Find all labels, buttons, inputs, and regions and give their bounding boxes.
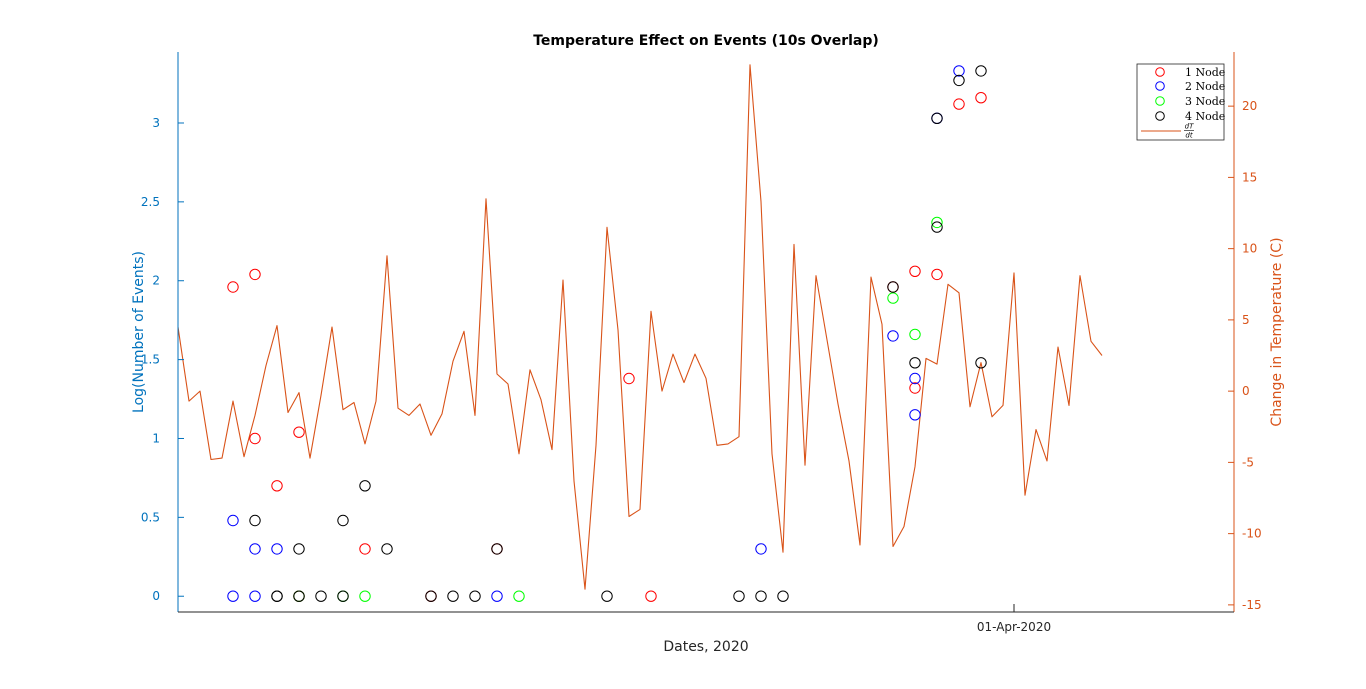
right-tick-label: 0: [1242, 384, 1250, 398]
point-1-node-0: [227, 281, 239, 293]
left-tick-label: 3: [152, 116, 160, 130]
legend-label-2-node: 2 Node: [1185, 80, 1225, 93]
point-1-node-10: [645, 590, 657, 602]
legend-label-dtdt: dT dt: [1184, 123, 1194, 140]
point-4-node-24: [975, 357, 987, 369]
point-2-node-5: [491, 590, 503, 602]
legend-label-4-node: 4 Node: [1185, 110, 1225, 123]
point-4-node-17: [777, 590, 789, 602]
chart-title: Temperature Effect on Events (10s Overla…: [533, 33, 879, 49]
legend-label-3-node: 3 Node: [1185, 95, 1225, 108]
left-tick-label: 0: [152, 589, 160, 603]
point-1-node-16: [975, 92, 987, 104]
point-4-node-11: [447, 590, 459, 602]
left-tick-label: 1: [152, 431, 160, 445]
legend-marker-4-node: [1155, 111, 1165, 121]
point-2-node-6: [755, 543, 767, 555]
point-2-node-8: [909, 372, 921, 385]
series-layer: [177, 64, 1103, 602]
left-axis-ticks: 0 0.5 1 1.5 2 2.5 3: [141, 116, 184, 603]
point-4-node-3: [293, 543, 305, 555]
point-4-node-18: [887, 281, 899, 293]
legend-dtdt-denominator: dt: [1185, 132, 1192, 140]
point-1-node-12: [909, 265, 921, 277]
point-4-node-9: [381, 543, 393, 555]
point-1-node-13: [909, 382, 921, 394]
legend-label-1-node: 1 Node: [1185, 66, 1225, 79]
legend-marker-3-node: [1155, 96, 1165, 106]
point-4-node-14: [601, 590, 613, 602]
left-tick-label: 0.5: [141, 510, 160, 524]
point-1-node-3: [271, 480, 283, 492]
point-2-node-4: [271, 543, 283, 555]
point-4-node-6: [337, 514, 349, 527]
point-1-node-1: [249, 268, 261, 281]
point-3-node-5: [909, 328, 921, 341]
point-2-node-7: [887, 330, 899, 342]
point-3-node-4: [887, 292, 899, 304]
right-tick-label: 20: [1242, 99, 1257, 113]
point-2-node-2: [249, 590, 261, 602]
point-4-node-7: [337, 590, 349, 602]
point-1-node-2: [249, 432, 261, 445]
point-1-node-6: [359, 543, 371, 555]
point-4-node-2: [271, 590, 283, 602]
legend-box: [1136, 63, 1225, 141]
point-4-node-10: [425, 590, 437, 602]
left-tick-label: 2: [152, 274, 160, 288]
legend: 1 Node 2 Node 3 Node 4 Node dT dt: [1136, 63, 1225, 141]
point-4-node-21: [931, 112, 943, 125]
right-tick-label: -10: [1242, 527, 1262, 541]
point-2-node-9: [909, 409, 921, 421]
left-tick-label: 1.5: [141, 353, 160, 367]
right-tick-label: -5: [1242, 455, 1254, 469]
left-y-axis-label: Log(Number of Events): [131, 251, 147, 413]
left-tick-label: 2.5: [141, 195, 160, 209]
point-2-node-0: [227, 590, 239, 602]
point-1-node-15: [953, 98, 965, 110]
point-3-node-3: [513, 590, 525, 602]
point-4-node-23: [975, 65, 987, 77]
x-tick-label: 01-Apr-2020: [977, 620, 1051, 634]
point-4-node-8: [359, 480, 371, 492]
point-4-node-4: [293, 590, 305, 602]
right-y-axis-label: Change in Temperature (C): [1269, 237, 1285, 426]
legend-marker-2-node: [1155, 81, 1165, 91]
point-1-node-14: [931, 268, 943, 281]
legend-marker-1-node: [1155, 67, 1165, 77]
point-3-node-6: [931, 216, 943, 229]
point-2-node-1: [227, 514, 239, 527]
right-tick-label: 15: [1242, 170, 1257, 184]
point-4-node-19: [909, 357, 921, 369]
series-line-dtdt: [177, 64, 1103, 590]
point-2-node-11: [953, 65, 965, 77]
point-4-node-20: [931, 221, 943, 233]
point-4-node-0: [249, 514, 261, 527]
point-3-node-2: [359, 590, 371, 602]
right-axis-ticks: -15 -10 -5 0 5 10 15 20: [1228, 99, 1262, 612]
point-2-node-3: [249, 543, 261, 555]
point-1-node-4: [293, 426, 305, 438]
right-tick-label: 5: [1242, 313, 1250, 327]
right-tick-label: 10: [1242, 242, 1257, 256]
x-axis-label: Dates, 2020: [663, 639, 748, 655]
point-4-node-13: [491, 543, 503, 555]
x-axis-ticks: 01-Apr-2020: [977, 604, 1051, 634]
point-1-node-9: [623, 372, 635, 385]
point-4-node-5: [315, 590, 327, 602]
point-4-node-12: [469, 590, 481, 602]
point-4-node-22: [953, 74, 965, 87]
point-4-node-15: [733, 590, 745, 602]
legend-dtdt-numerator: dT: [1185, 123, 1194, 131]
point-4-node-16: [755, 590, 767, 602]
right-tick-label: -15: [1242, 598, 1262, 612]
